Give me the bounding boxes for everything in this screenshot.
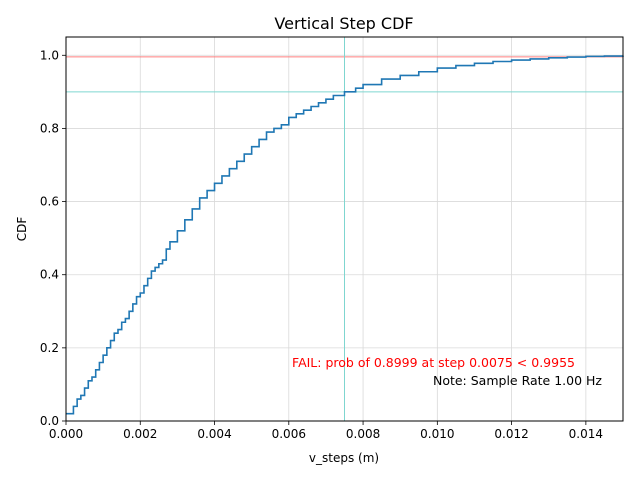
x-tick-label: 0.008 xyxy=(346,427,380,441)
chart-title: Vertical Step CDF xyxy=(274,14,413,33)
y-tick-label: 0.6 xyxy=(40,195,59,209)
y-tick-label: 0.2 xyxy=(40,341,59,355)
y-tick-label: 0.8 xyxy=(40,121,59,135)
plot-area-frame xyxy=(65,36,624,422)
cdf-line xyxy=(66,55,624,415)
y-tick-label: 0.0 xyxy=(40,414,59,428)
x-tick-label: 0.014 xyxy=(569,427,603,441)
x-tick-label: 0.004 xyxy=(197,427,231,441)
x-tick-label: 0.000 xyxy=(49,427,83,441)
x-tick-label: 0.010 xyxy=(420,427,454,441)
fail-annotation: FAIL: prob of 0.8999 at step 0.0075 < 0.… xyxy=(292,355,575,370)
x-tick-label: 0.012 xyxy=(494,427,528,441)
x-tick-label: 0.002 xyxy=(123,427,157,441)
y-tick-label: 0.4 xyxy=(40,268,59,282)
data-series xyxy=(66,55,624,415)
sample-rate-annotation: Note: Sample Rate 1.00 Hz xyxy=(433,373,602,388)
y-tick-label: 1.0 xyxy=(40,48,59,62)
y-axis-label: CDF xyxy=(15,217,29,242)
y-axis-ticks: 0.0 0.2 0.4 0.6 0.8 1.0 xyxy=(40,48,66,428)
x-axis-ticks: 0.000 0.002 0.004 0.006 0.008 0.010 0.012 0.014 xyxy=(49,421,603,441)
x-tick-label: 0.006 xyxy=(272,427,306,441)
x-axis-label: v_steps (m) xyxy=(309,451,379,465)
